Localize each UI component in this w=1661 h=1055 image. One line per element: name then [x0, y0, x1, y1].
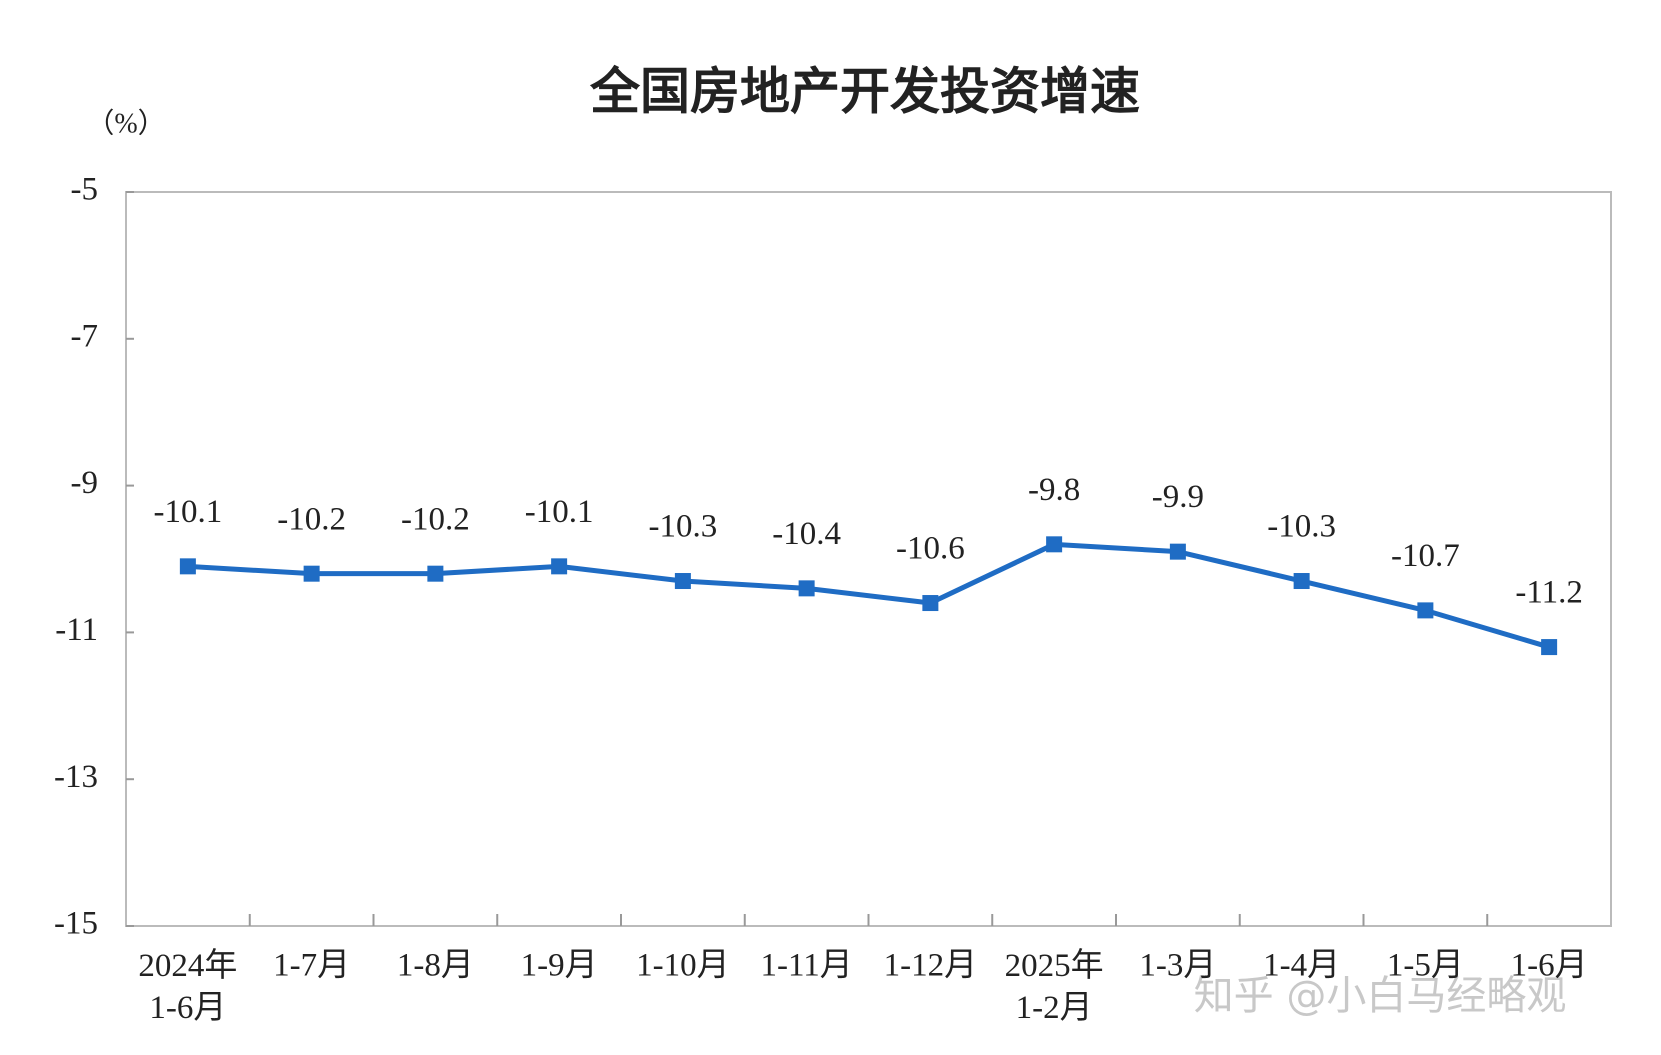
marker: [1541, 639, 1558, 656]
marker: [674, 573, 691, 590]
marker: [551, 558, 568, 575]
y-tick-label: -7: [71, 318, 99, 354]
data-label: -10.3: [649, 509, 718, 545]
x-tick-label: 1-10月: [636, 948, 730, 984]
marker: [1417, 602, 1434, 619]
marker: [1169, 543, 1186, 560]
chart-title: 全国房地产开发投资增速: [589, 63, 1140, 121]
x-tick-label: 2025年 1-2月: [1005, 947, 1104, 1026]
x-tick-label: 1-8月: [397, 948, 474, 984]
plot-frame: [125, 191, 1612, 927]
line: [187, 541, 1550, 650]
data-label: -9.8: [1028, 472, 1080, 508]
marker: [922, 595, 939, 612]
data-label: -10.2: [401, 501, 470, 537]
x-tick-label: 1-11月: [760, 948, 852, 984]
data-label: -10.3: [1267, 509, 1336, 545]
data-label: -10.2: [277, 501, 346, 537]
marker: [1046, 536, 1063, 553]
y-tick-label: -13: [54, 759, 98, 795]
y-tick-label: -9: [71, 465, 99, 501]
x-tick-label: 2024年 1-6月: [138, 947, 237, 1026]
x-tick-label: 1-3月: [1139, 948, 1216, 984]
data-label: -10.6: [896, 531, 965, 567]
data-label: -10.4: [772, 516, 841, 552]
marker: [427, 565, 444, 582]
x-tick-label: 1-7月: [273, 948, 350, 984]
x-tick-label: 1-5月: [1387, 948, 1464, 984]
x-tick-label: 1-4月: [1263, 948, 1340, 984]
data-label: -9.9: [1152, 479, 1204, 515]
y-tick-label: -5: [71, 172, 99, 208]
marker: [303, 565, 320, 582]
data-label: -11.2: [1515, 575, 1583, 611]
data-label: -10.7: [1391, 538, 1460, 574]
data-label: -10.1: [525, 494, 594, 530]
watermark: 知乎 @小白马经略观: [1194, 973, 1567, 1019]
marker: [1293, 573, 1310, 590]
marker: [798, 580, 815, 597]
y-tick-label: -15: [54, 906, 98, 942]
marker: [179, 558, 196, 575]
x-tick-label: 1-9月: [521, 948, 598, 984]
data-label: -10.1: [154, 494, 223, 530]
x-tick-label: 1-12月: [884, 948, 978, 984]
y-tick-label: -11: [55, 612, 98, 648]
x-tick-label: 1-6月: [1511, 948, 1588, 984]
y-unit: （%）: [86, 107, 165, 139]
